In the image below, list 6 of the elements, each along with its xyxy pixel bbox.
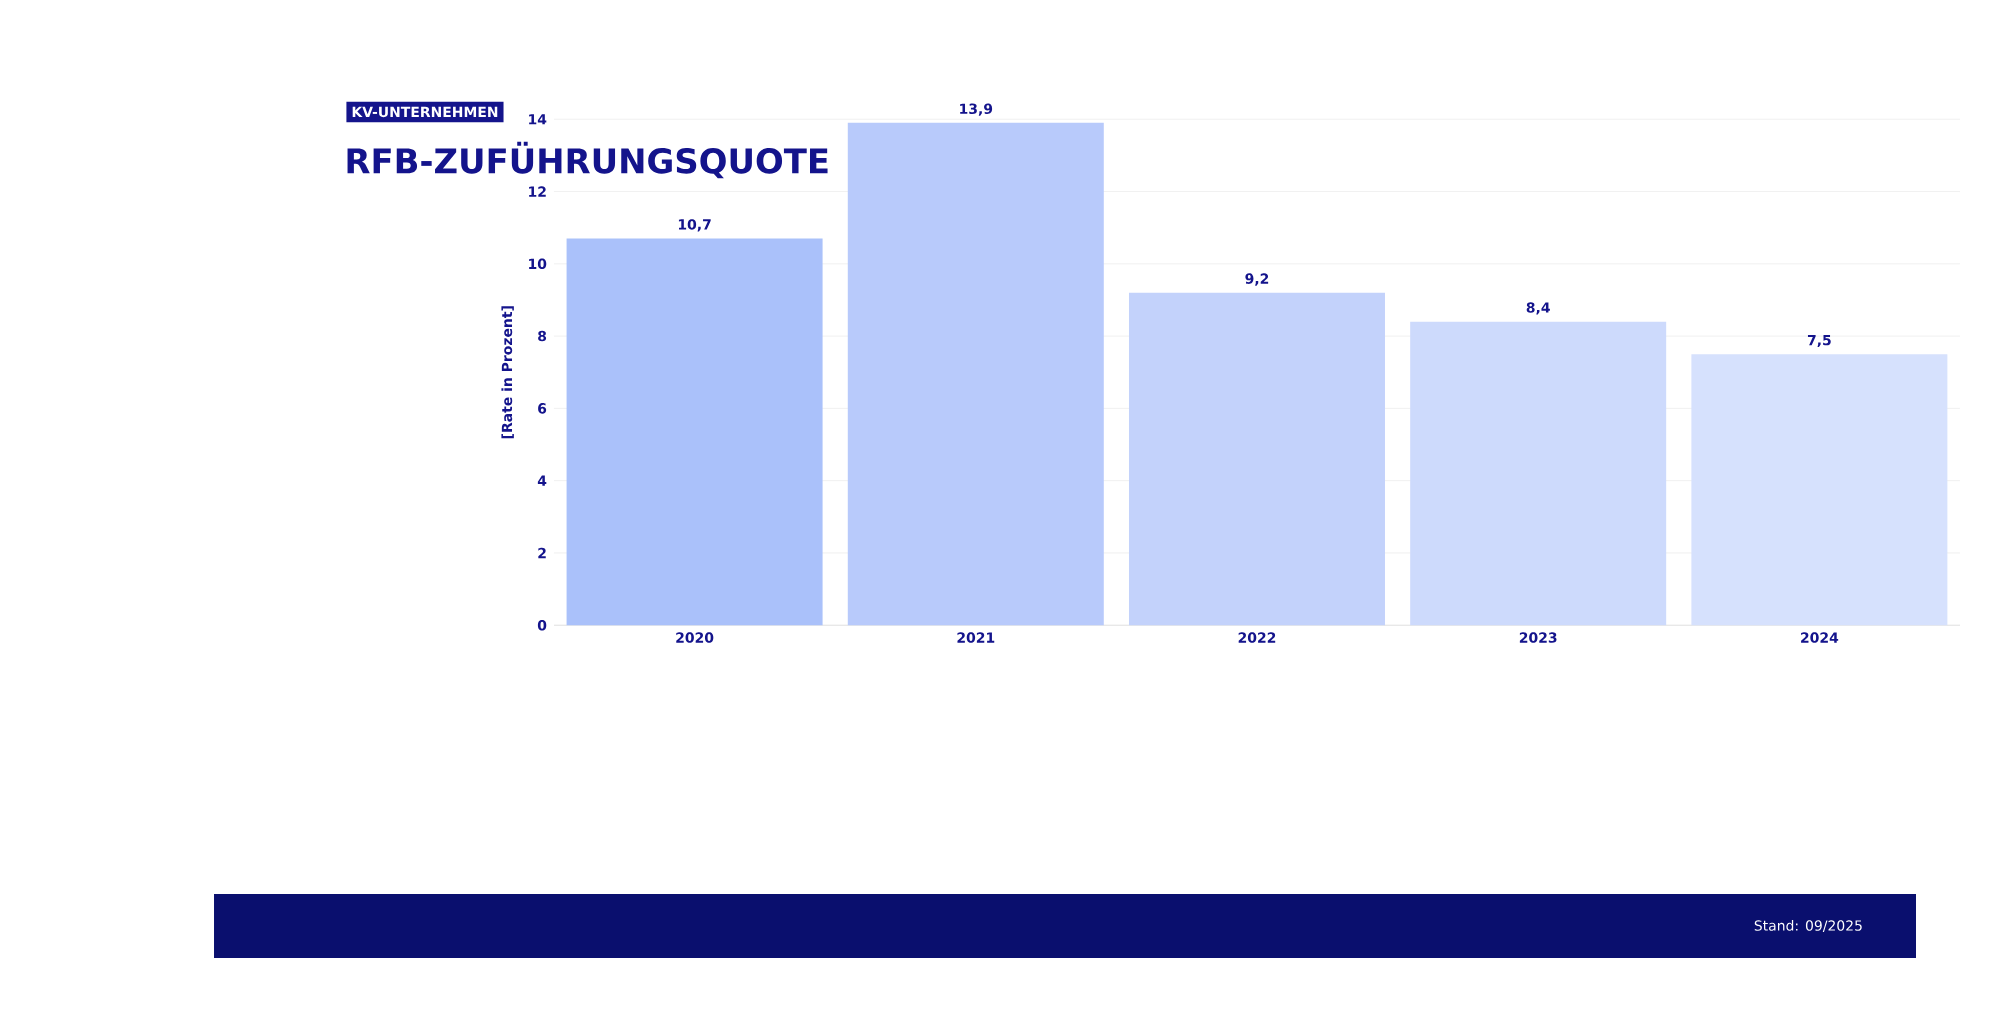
bar [1691, 354, 1948, 626]
bar [566, 238, 823, 626]
bar [847, 122, 1104, 626]
text: RFB-ZUFÜHRUNGSQUOTE [347, 141, 828, 179]
bar [1410, 321, 1667, 626]
bar [1128, 292, 1385, 626]
